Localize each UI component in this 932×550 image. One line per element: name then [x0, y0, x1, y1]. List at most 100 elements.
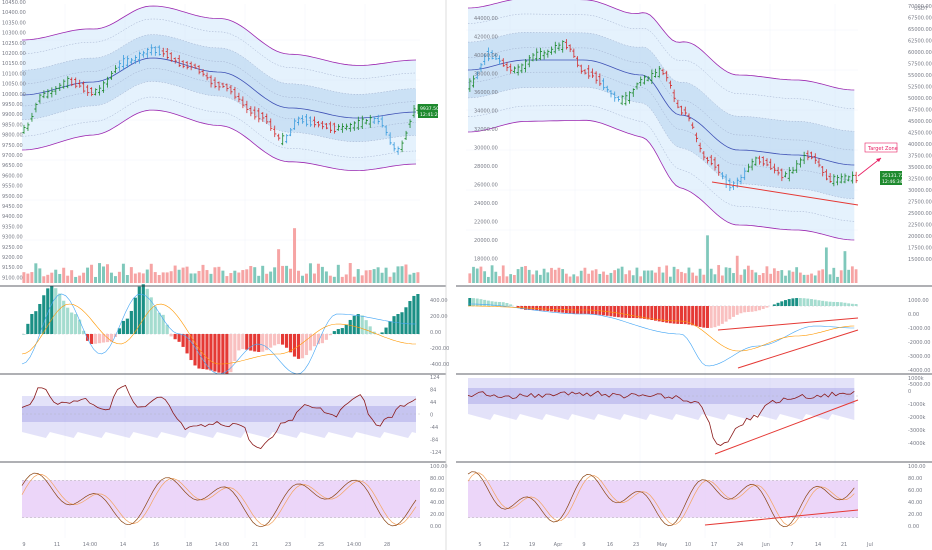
price-tick-label: 10100.00 [2, 71, 26, 77]
volume-bar [42, 276, 46, 283]
volume-bar [384, 267, 388, 283]
volume-bar [598, 273, 602, 283]
volume-bar [237, 272, 241, 283]
macd-histogram-bar [368, 326, 372, 334]
macd-tick-label: -4000.00 [908, 368, 930, 374]
volume-bar [332, 276, 336, 283]
macd-histogram-bar [765, 306, 769, 308]
macd-histogram-bar [34, 311, 38, 334]
volume-bar [316, 263, 320, 283]
band-inner-line [467, 71, 855, 181]
macd-histogram-bar [798, 298, 802, 306]
macd-histogram-bar [404, 307, 408, 334]
macd-histogram-bar [772, 304, 776, 306]
macd-histogram-bar [676, 306, 680, 324]
volume-bar [368, 270, 372, 283]
time-tick-label: 14:00 [215, 542, 229, 548]
volume-bar [117, 271, 121, 283]
macd-histogram-bar [754, 306, 758, 312]
right-chart-panel: 70000.00 67500.00 65000.00 62500.00 60000.00… [466, 0, 932, 548]
volume-bar [161, 272, 165, 283]
volume-bar [839, 270, 843, 283]
volume-bar [98, 263, 102, 283]
macd-histogram-bar [121, 320, 125, 334]
price-tick-label: 45000.00 [908, 119, 932, 125]
right-currency-label: USDT [914, 6, 929, 12]
volume-bar [765, 266, 769, 283]
right-stochastic-pane: 100.00 80.00 60.00 40.00 20.00 0.00 [467, 464, 926, 530]
price-tick-label: 22500.00 [908, 223, 932, 229]
macd-histogram-bar [694, 306, 698, 327]
volume-bar [185, 266, 189, 283]
inner-tick-label: 42000.00 [474, 35, 498, 41]
volume-bar [46, 274, 50, 283]
macd-histogram-bar [602, 306, 605, 316]
volume-bar [772, 268, 776, 283]
volume-bar [189, 273, 193, 283]
macd-histogram-bar [82, 330, 86, 334]
volume-bar [249, 265, 253, 283]
oscillator-tick-label: -2000k [908, 415, 926, 421]
time-tick-label: 25 [318, 542, 324, 548]
time-tick-label: 23 [633, 542, 639, 548]
price-tick-label: 57500.00 [908, 62, 932, 68]
stochastic-tick-label: 100.00 [430, 464, 448, 470]
macd-histogram-bar [177, 334, 181, 342]
oscillator-band [22, 396, 416, 438]
volume-bar [527, 269, 531, 283]
macd-tick-label: 0.00 [430, 330, 441, 336]
macd-histogram-bar [209, 334, 213, 371]
macd-histogram-bar [85, 334, 90, 341]
macd-tick-label: -200.00 [430, 346, 449, 352]
macd-tick-label: -5000.00 [908, 382, 930, 388]
volume-bar [312, 273, 316, 283]
left-stochastic-pane: 100.00 80.00 60.00 40.00 20.00 0.00 [21, 464, 448, 530]
volume-bar [229, 273, 233, 283]
volume-bar [376, 267, 380, 283]
volume-bar [609, 272, 613, 283]
macd-tick-label: 200.00 [430, 314, 448, 320]
volume-bar [352, 276, 356, 283]
volume-bar [594, 269, 598, 283]
inner-tick-label: 44000.00 [474, 16, 498, 22]
macd-histogram-bar [189, 334, 193, 361]
volume-bar [709, 268, 713, 283]
band-inner-line [21, 47, 417, 108]
oscillator-tick-label: -124 [430, 450, 441, 456]
volume-bar [408, 274, 412, 283]
volume-bar [680, 271, 683, 283]
volume-bar [241, 270, 245, 283]
macd-histogram-bar [824, 301, 828, 306]
volume-bar [400, 266, 404, 283]
macd-histogram-bar [613, 306, 617, 317]
macd-histogram-bar [479, 299, 483, 306]
macd-histogram-bar [269, 334, 273, 348]
volume-bar [691, 272, 695, 283]
volume-bar [82, 272, 86, 283]
macd-histogram-bar [352, 315, 356, 334]
band-inner-line [21, 34, 417, 95]
macd-histogram-bar [475, 298, 479, 306]
volume-bar [121, 263, 125, 283]
macd-histogram-bar [101, 334, 106, 343]
volume-bar [197, 270, 201, 283]
volume-bar [661, 272, 665, 283]
band-lower-line [467, 119, 855, 241]
volume-bar [479, 266, 483, 283]
time-tick-label: 23 [285, 542, 291, 548]
macd-histogram-bar [672, 306, 676, 324]
volume-bar [169, 271, 173, 283]
volume-bar [149, 263, 153, 283]
price-tick-label: 15000.00 [908, 257, 932, 263]
macd-histogram-bar [249, 334, 253, 351]
volume-bar [308, 263, 312, 283]
time-tick-label: 11 [54, 542, 60, 548]
macd-histogram-bar [828, 301, 832, 306]
price-tick-label: 10200.00 [2, 51, 26, 57]
macd-histogram-bar [416, 294, 420, 334]
volume-bar [281, 265, 285, 283]
macd-histogram-bar [486, 300, 490, 306]
macd-histogram-bar [847, 303, 851, 306]
price-tick-label: 62500.00 [908, 39, 932, 45]
macd-histogram-bar [193, 334, 197, 366]
